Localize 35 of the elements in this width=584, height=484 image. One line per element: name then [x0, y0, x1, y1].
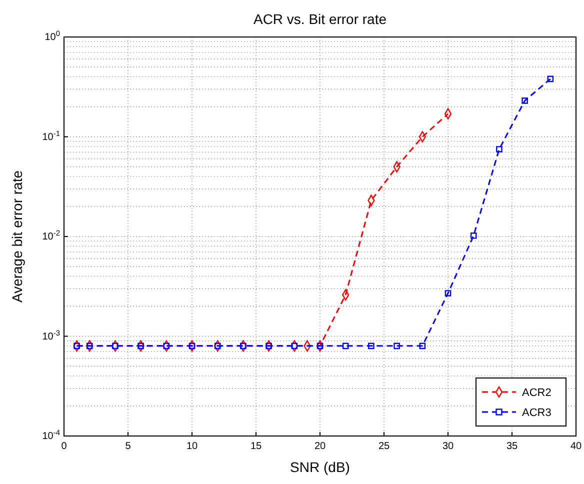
- y-axis-title: Average bit error rate: [9, 170, 25, 303]
- y-tick-label: 10$^{-4}$: [42, 428, 60, 442]
- point: [419, 342, 426, 350]
- point: [291, 342, 298, 350]
- point: [342, 342, 349, 350]
- point: [547, 76, 554, 82]
- chart-title: ACR vs. Bit error rate: [253, 11, 387, 27]
- point: [214, 342, 221, 350]
- x-tick-label: 10: [186, 441, 198, 452]
- point: [470, 232, 477, 239]
- point: [240, 342, 246, 350]
- x-axis-title: SNR (dB): [290, 459, 350, 475]
- x-tick-label: 20: [314, 441, 326, 452]
- y-tick-label: 10$^{-3}$: [42, 328, 60, 342]
- point: [368, 342, 374, 350]
- point: [112, 342, 118, 350]
- point: [266, 342, 272, 350]
- y-tick-label: 10$^{-2}$: [42, 228, 60, 243]
- legend-label: ACR2: [522, 387, 552, 399]
- x-tick-label: 40: [570, 441, 582, 452]
- point: [444, 290, 452, 296]
- point: [394, 342, 400, 350]
- legend-label: ACR3: [522, 407, 552, 419]
- y-tick-label: 10$^{0}$: [44, 28, 60, 44]
- point: [496, 146, 502, 152]
- x-tick-label: 30: [442, 441, 454, 452]
- y-tick-label: 10$^{-1}$: [42, 128, 60, 143]
- x-tick-label: 0: [61, 441, 68, 452]
- point: [74, 342, 80, 350]
- x-tick-label: 35: [506, 441, 518, 452]
- x-tick-label: 15: [250, 441, 262, 452]
- point: [522, 98, 528, 104]
- x-tick-label: 5: [125, 441, 132, 452]
- x-tick-label: 25: [378, 441, 390, 452]
- point: [138, 342, 144, 350]
